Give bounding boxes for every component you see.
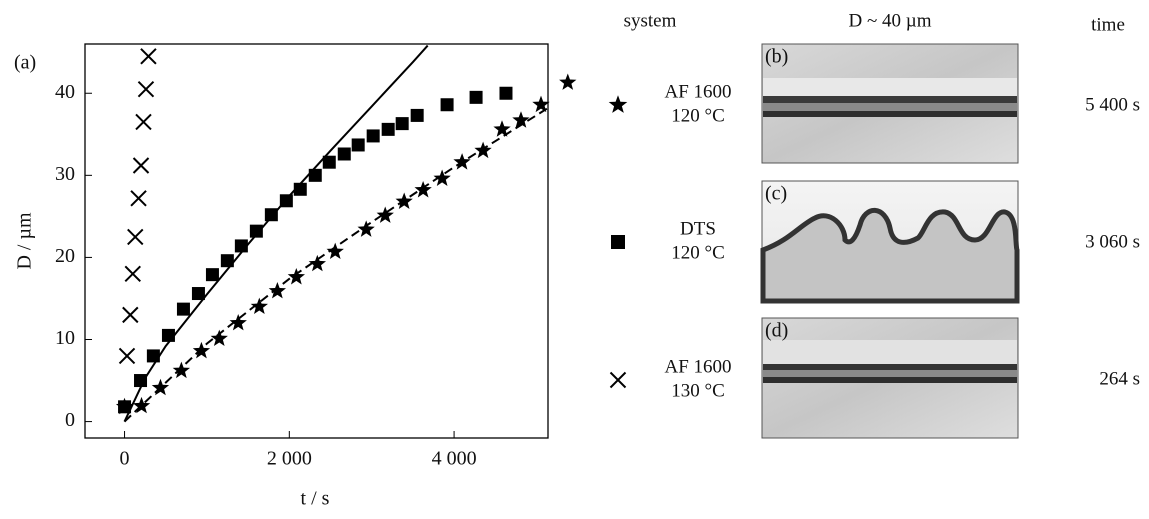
fit-line (123, 44, 429, 423)
square-marker (337, 147, 351, 161)
star-marker (559, 73, 577, 90)
square-marker (293, 182, 307, 196)
cross-marker (122, 306, 139, 324)
x-tick-label: 4 000 (432, 448, 477, 470)
star-marker (512, 111, 530, 128)
square-marker (134, 374, 148, 388)
star-marker (229, 314, 247, 331)
cross-marker (609, 371, 627, 389)
square-marker (395, 117, 409, 131)
square-marker (220, 254, 234, 268)
star-marker (493, 120, 511, 137)
legend-label: AF 1600 (664, 81, 731, 102)
x-tick-label: 0 (120, 448, 130, 470)
star-marker (453, 153, 471, 170)
square-marker (351, 138, 365, 152)
star-marker (132, 396, 151, 414)
square-marker (118, 400, 132, 414)
cross-marker (124, 265, 141, 283)
square-marker (366, 129, 380, 143)
plot-frame (84, 43, 549, 439)
y-tick-label: 40 (55, 81, 75, 103)
image-time: 264 s (1099, 368, 1140, 389)
panel-label: (a) (14, 52, 36, 74)
cross-marker (140, 48, 157, 65)
square-marker (322, 155, 336, 169)
square-marker (161, 328, 175, 342)
star-marker (268, 282, 286, 299)
y-axis-label: D / µm (14, 212, 36, 270)
star-marker (532, 95, 550, 113)
square-marker (279, 194, 293, 208)
star-marker (308, 254, 326, 272)
image-c (760, 180, 1020, 304)
legend-label: AF 1600 (664, 356, 731, 377)
image-label: (b) (765, 46, 788, 68)
legend-label: DTS (680, 218, 716, 239)
cross-marker (132, 157, 150, 174)
square-marker (191, 287, 205, 301)
x-tick-label: 2 000 (267, 448, 312, 470)
square-marker (469, 90, 483, 104)
square-marker (249, 224, 263, 238)
image-label: (c) (765, 183, 787, 205)
y-tick-label: 30 (55, 163, 75, 185)
y-tick-label: 20 (55, 245, 75, 267)
cross-marker (130, 190, 147, 207)
square-marker (205, 268, 219, 282)
star-marker (326, 242, 344, 259)
legend-label: 120 °C (671, 105, 725, 126)
legend-label: 130 °C (671, 380, 725, 401)
star-marker (151, 378, 170, 396)
square-marker (234, 239, 248, 253)
y-tick-label: 0 (65, 409, 75, 431)
plot: 0 2 000 4 000 0 10 20 30 40 (55, 44, 577, 470)
square-marker (146, 349, 160, 363)
cross-marker (137, 80, 155, 98)
image-time: 5 400 s (1085, 94, 1140, 115)
square-marker (410, 108, 424, 122)
star-marker (210, 329, 228, 346)
square-marker (499, 86, 513, 100)
image-label: (d) (765, 320, 788, 342)
star-marker (414, 181, 432, 198)
star-marker (433, 169, 451, 186)
square-marker (611, 235, 625, 249)
cross-marker (118, 347, 136, 365)
legend-label: 120 °C (671, 242, 725, 263)
cross-marker (135, 113, 152, 131)
legend: AF 1600 120 °C DTS 120 °C AF 1600 130 °C (b) 5 … (608, 46, 1140, 401)
cross-marker (127, 228, 144, 246)
square-marker (176, 302, 190, 316)
header-time: time (1091, 14, 1125, 35)
star-marker (395, 192, 413, 209)
star-marker (172, 361, 190, 379)
image-d (761, 317, 1019, 439)
star-marker (192, 341, 211, 359)
star-marker (608, 95, 628, 113)
star-marker (287, 268, 305, 285)
header-system: system (624, 10, 677, 31)
square-marker (308, 168, 322, 182)
square-marker (440, 98, 454, 112)
star-marker (250, 297, 268, 314)
square-marker (381, 122, 395, 136)
image-time: 3 060 s (1085, 231, 1140, 252)
square-marker (264, 208, 278, 222)
y-tick-label: 10 (55, 327, 75, 349)
image-b (761, 43, 1019, 164)
header-size: D ~ 40 µm (849, 10, 932, 31)
x-axis-label: t / s (301, 488, 330, 510)
star-marker (376, 206, 394, 223)
star-marker (474, 141, 492, 159)
star-marker (357, 220, 375, 237)
